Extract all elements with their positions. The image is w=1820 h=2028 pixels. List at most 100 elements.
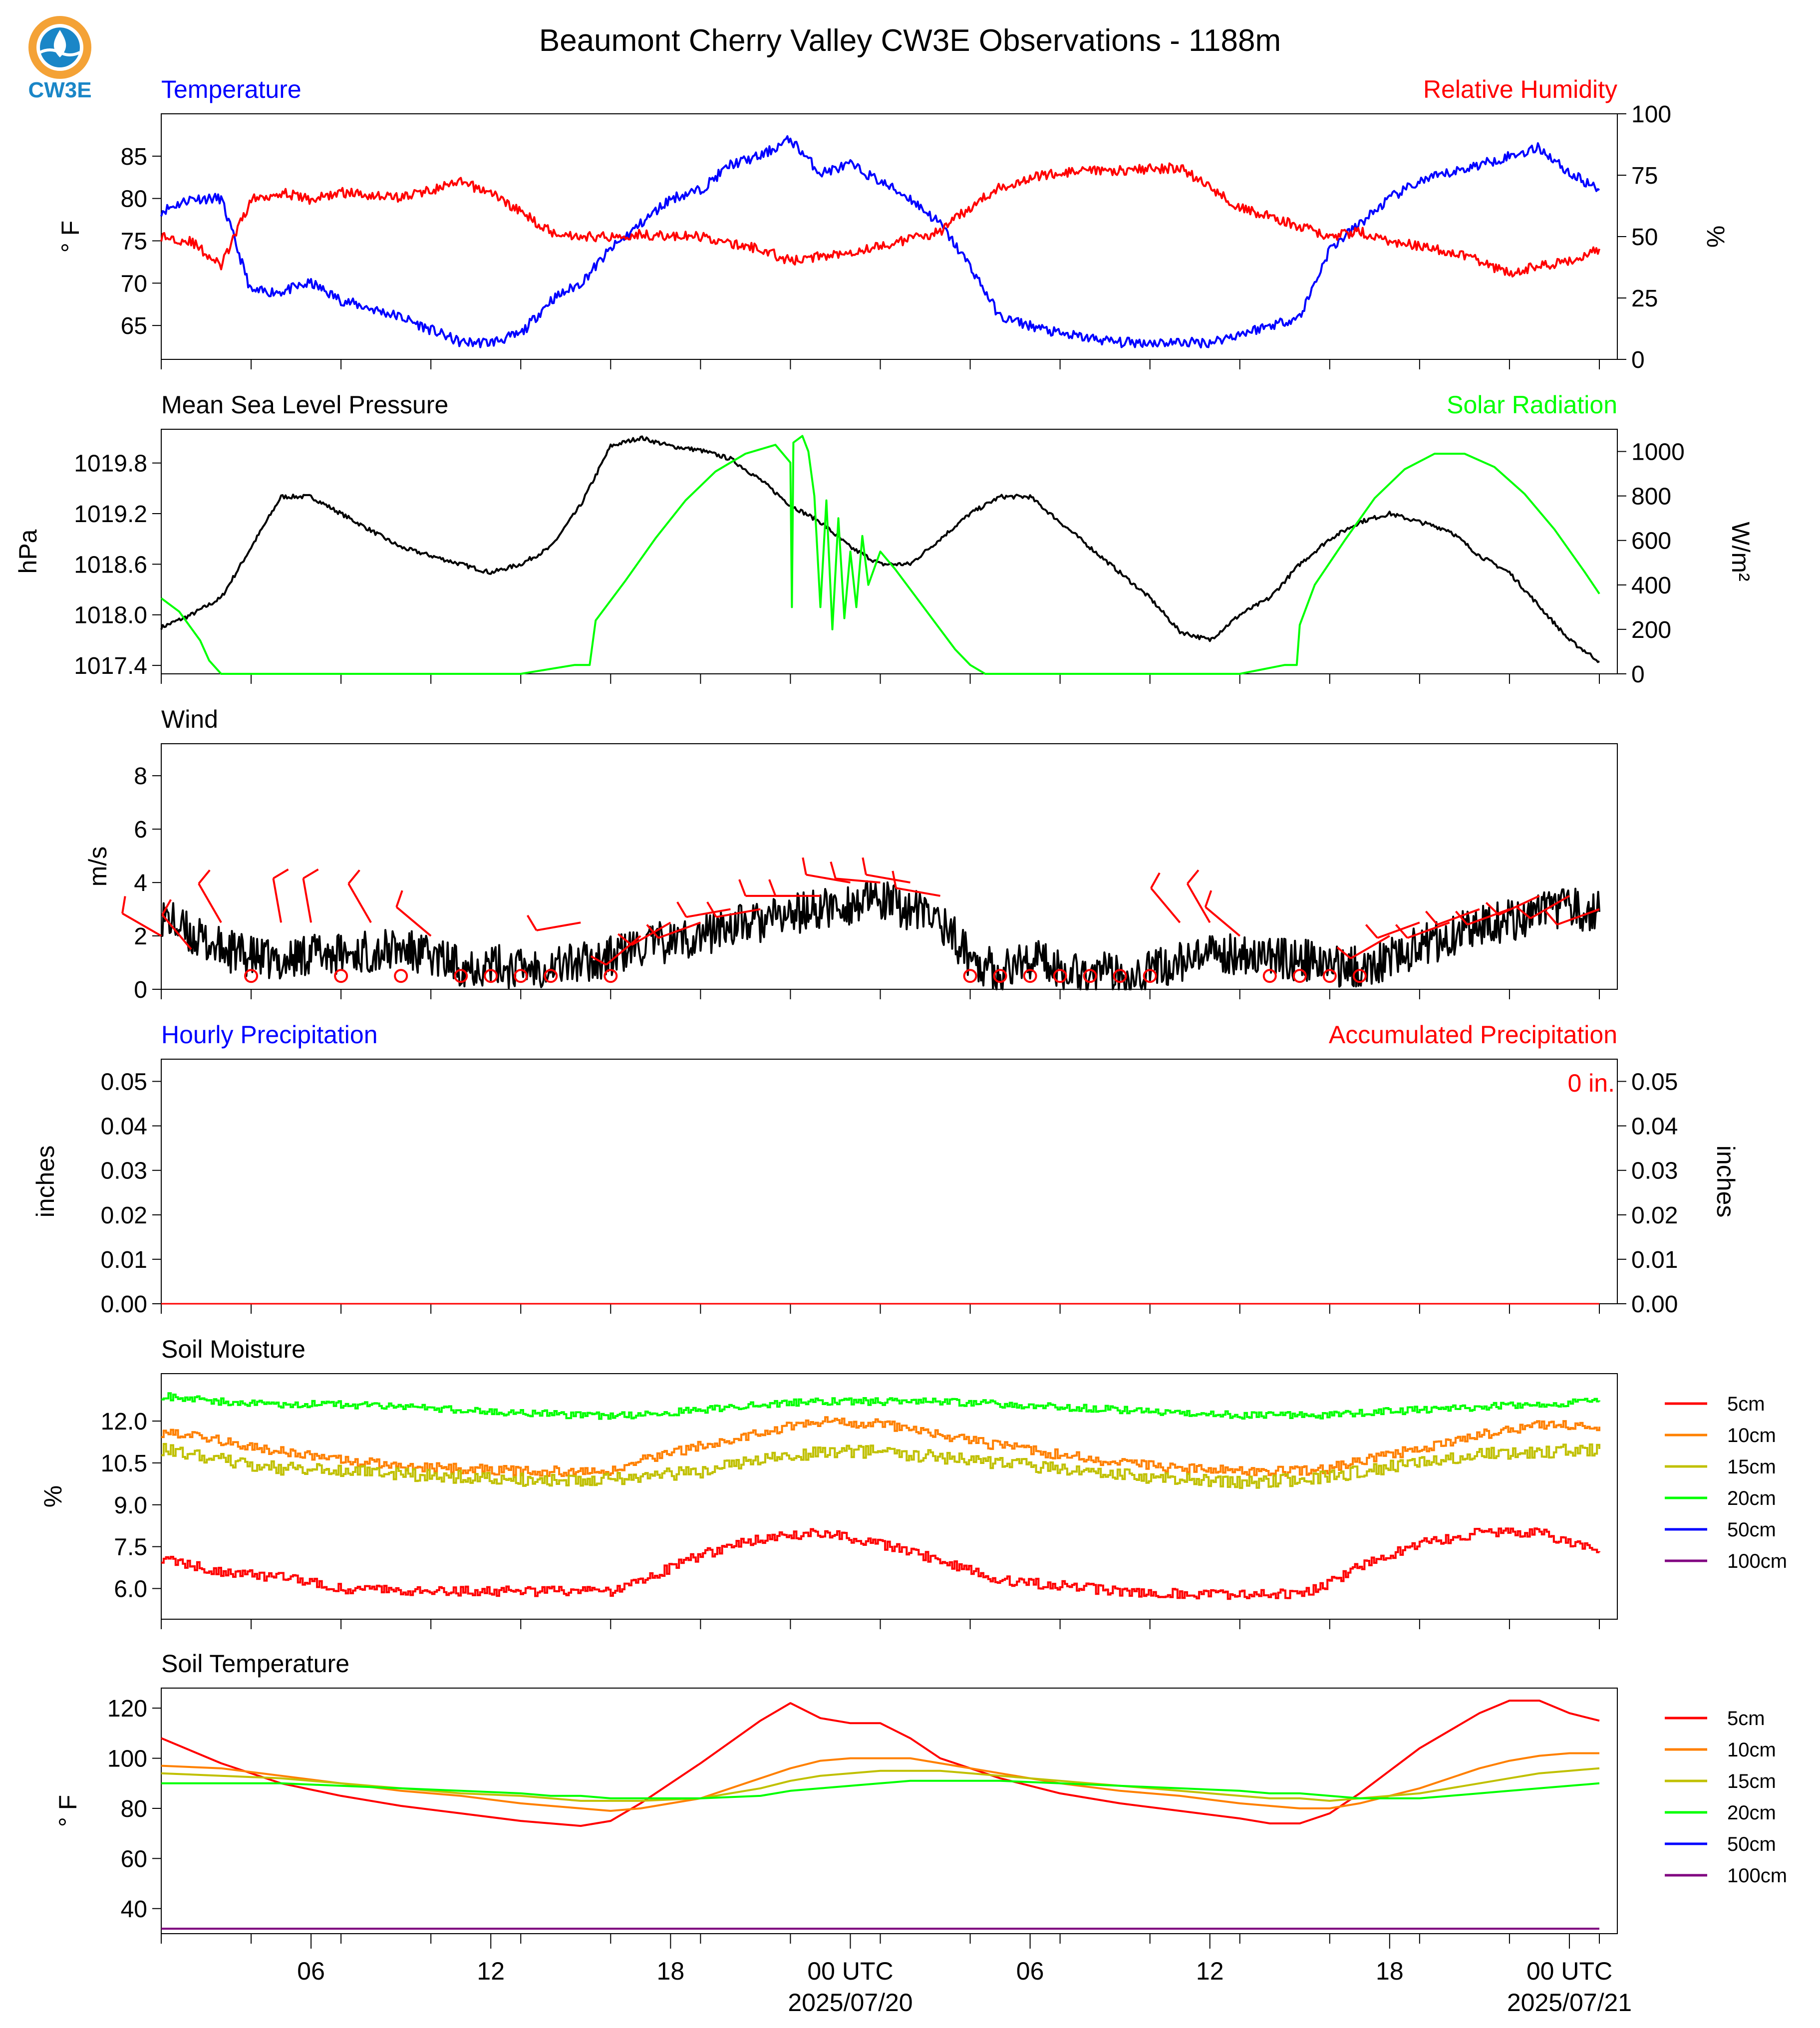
x-tick-label: 12 <box>477 1957 505 1985</box>
y-tick-label: 0 <box>134 977 147 1003</box>
legend-item-50cm: 50cm <box>1665 1833 1776 1855</box>
wind-barb-staff <box>1498 895 1540 916</box>
wind-barb-calm <box>604 969 618 983</box>
panel-title-right: Relative Humidity <box>1423 75 1617 103</box>
wind-barb-calm <box>544 969 558 983</box>
legend-item-5cm: 5cm <box>1665 1708 1765 1730</box>
soil-moisture-15cm <box>161 1443 1600 1489</box>
wind-barb-calm <box>394 969 408 983</box>
y-tick-label: 0.00 <box>101 1291 147 1318</box>
wind-speed-line <box>161 880 1600 990</box>
x-date-label: 2025/07/21 <box>1507 1989 1632 2017</box>
y-tick-label: 1019.2 <box>74 501 147 528</box>
axis-label: hPa <box>14 529 42 574</box>
panel-title-left: Temperature <box>161 75 302 103</box>
wind-barb-staff <box>896 887 940 897</box>
legend-label: 100cm <box>1727 1865 1787 1887</box>
y-tick-label: 4 <box>134 870 147 896</box>
wind-barb-flag <box>802 857 807 875</box>
wind-barb-staff <box>161 914 192 950</box>
y-tick-label: 120 <box>107 1696 147 1722</box>
wind-barb-calm <box>514 969 528 983</box>
y-tick-label: 400 <box>1631 573 1671 599</box>
legend-item-50cm: 50cm <box>1665 1519 1776 1541</box>
x-tick-label: 06 <box>1016 1957 1044 1985</box>
wind-barb-staff <box>606 935 641 966</box>
legend-item-100cm: 100cm <box>1665 1865 1787 1887</box>
wind-barb-staff <box>198 883 222 923</box>
y-tick-label: 50 <box>1631 224 1658 251</box>
y-tick-label: 65 <box>121 313 147 339</box>
y-tick-label: 0.00 <box>1631 1291 1678 1318</box>
wind-barb-flag <box>892 870 897 888</box>
panel-title-left: Soil Moisture <box>161 1335 305 1363</box>
wind-barb-staff <box>835 877 881 884</box>
wind-barb-staff <box>1186 883 1211 923</box>
y-tick-label: 80 <box>121 186 147 213</box>
page-title: Beaumont Cherry Valley CW3E Observations… <box>539 23 1281 58</box>
legend-label: 10cm <box>1727 1425 1776 1447</box>
panel-title-right: Accumulated Precipitation <box>1329 1021 1617 1049</box>
wind-barb-flag <box>1395 924 1408 939</box>
x-tick-label: 06 <box>297 1957 325 1985</box>
accumulated-total-label: 0 in. <box>1567 1069 1615 1097</box>
wind-barb-staff <box>302 878 312 923</box>
panel-title-left: Soil Temperature <box>161 1650 349 1678</box>
logo-text: CW3E <box>28 78 91 102</box>
legend-label: 20cm <box>1727 1487 1776 1509</box>
legend-item-20cm: 20cm <box>1665 1487 1776 1509</box>
x-tick-label: 18 <box>657 1957 685 1985</box>
wind-barb-flag <box>1365 924 1378 939</box>
y-tick-label: 0.05 <box>101 1069 147 1096</box>
wind-barb-flag <box>198 869 211 884</box>
y-tick-label: 80 <box>121 1796 147 1822</box>
wind-barb-flag <box>590 955 607 966</box>
panel-title-left: Mean Sea Level Pressure <box>161 391 448 419</box>
wind-barb-staff <box>1467 908 1510 926</box>
logo-ring-icon <box>28 16 91 79</box>
panel-frame <box>161 743 1618 990</box>
wind-barb-calm <box>1322 969 1337 983</box>
wind-barb-flag <box>617 933 632 946</box>
legend-item-100cm: 100cm <box>1665 1550 1787 1572</box>
wind-barb-calm <box>993 969 1007 983</box>
y-tick-label: 100 <box>1631 101 1671 128</box>
wind-barb-calm <box>454 969 468 983</box>
wind-barb-staff <box>866 873 910 884</box>
wind-barb-staff <box>1437 908 1480 926</box>
wind-barb-calm <box>963 969 977 983</box>
panel-2: Mean Sea Level Pressure Solar Radiation 10… <box>14 391 1755 688</box>
wind-barb-flag <box>347 869 360 884</box>
wind-barb-staff <box>536 921 581 931</box>
panel-1: Temperature Relative Humidity 65 70 75 80 85 0 2… <box>56 75 1730 373</box>
wind-barb-flag <box>1187 869 1200 884</box>
y-tick-label: 1000 <box>1631 439 1685 466</box>
wind-barb-calm <box>1352 969 1367 983</box>
wind-barb-flag <box>1516 906 1531 919</box>
panel-5: Soil Moisture 6.0 7.5 9.0 10.5 12.0% 5cm 10cm 15… <box>39 1335 1787 1629</box>
x-date-label: 2025/07/20 <box>788 1989 912 2017</box>
axis-label: ° F <box>54 1795 82 1827</box>
y-tick-label: 9.0 <box>114 1492 147 1519</box>
y-tick-label: 60 <box>121 1846 147 1872</box>
y-tick-label: 75 <box>121 228 147 255</box>
wind-barb-calm <box>1143 969 1157 983</box>
wind-barb-flag <box>768 879 777 896</box>
wind-barb-staff <box>1556 908 1600 926</box>
y-tick-label: 1019.8 <box>74 451 147 477</box>
wind-barb-calm <box>334 969 348 983</box>
wind-barb-flag <box>646 924 659 939</box>
legend-label: 5cm <box>1727 1708 1765 1730</box>
pressure-line <box>160 435 1600 663</box>
wind-barb-flag <box>676 901 687 918</box>
y-tick-label: 100 <box>107 1746 147 1772</box>
soil-moisture-20cm <box>161 1392 1600 1420</box>
wind-barb-calm <box>1083 969 1097 983</box>
soil-moisture-10cm <box>161 1416 1600 1477</box>
x-tick-label: 00 UTC <box>807 1957 893 1985</box>
wind-barb-staff <box>122 912 162 937</box>
legend-label: 50cm <box>1727 1833 1776 1855</box>
wind-barb-calm <box>1023 969 1037 983</box>
y-tick-label: 8 <box>134 763 147 790</box>
y-tick-label: 0.04 <box>101 1114 147 1140</box>
